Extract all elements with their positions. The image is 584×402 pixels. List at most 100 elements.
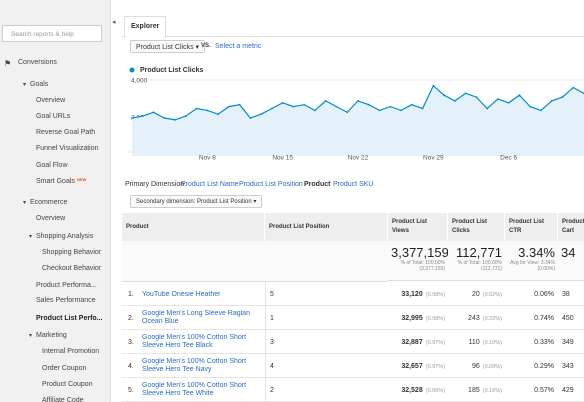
position: 5: [270, 291, 274, 298]
nav-item[interactable]: Product List Perfo...: [36, 315, 103, 322]
point: [174, 119, 176, 121]
metric-dropdown[interactable]: Product List Clicks ▾: [130, 40, 206, 53]
clicks-pct: (0.02%): [482, 292, 502, 298]
point: [443, 94, 445, 97]
tab[interactable]: Explorer: [124, 16, 167, 38]
total-value: 3,377,159: [391, 245, 448, 260]
nav-item[interactable]: Sales Performance: [36, 297, 96, 304]
nav-item[interactable]: Goals: [30, 81, 49, 88]
total-cell: 34: [558, 241, 584, 281]
nav-item[interactable]: Conversions: [18, 59, 57, 66]
col-line: [265, 354, 266, 378]
clicks-pct: (0.09%): [482, 364, 502, 370]
product-link[interactable]: YouTube Onesie Heather: [142, 291, 221, 298]
total-value: 3.34%: [518, 245, 555, 260]
point: [550, 100, 553, 102]
point: [389, 105, 392, 108]
nav-item[interactable]: Marketing: [36, 332, 67, 339]
ctr: 0.74%: [534, 315, 554, 322]
product-link[interactable]: Google Men's 100% Cotton Short Sleeve He…: [142, 334, 247, 349]
nav-item[interactable]: Order Coupon: [42, 365, 87, 372]
collapse-arrow[interactable]: ◂: [112, 19, 116, 26]
nav-item[interactable]: Product Performa...: [36, 282, 97, 289]
column-header[interactable]: Product List Clicks: [448, 213, 505, 241]
total-value: 112,771: [455, 245, 502, 260]
clicks-value: 110: [468, 339, 480, 346]
cart: 343: [562, 363, 574, 370]
nav-item[interactable]: Goal Flow: [36, 162, 68, 169]
dimension-option[interactable]: Product List Name: [181, 181, 239, 188]
column-header[interactable]: Product List Position: [265, 213, 388, 241]
nav-item[interactable]: Goal URLs: [36, 113, 71, 120]
dimension-option[interactable]: Product: [304, 181, 331, 188]
nav-item[interactable]: Ecommerce: [30, 199, 68, 206]
vs-label: VS.: [201, 43, 211, 49]
total-value: 34: [561, 245, 576, 260]
nav-item[interactable]: Affiliate Code: [42, 397, 84, 402]
ctr: 0.29%: [534, 363, 554, 370]
cart: 429: [562, 387, 574, 394]
views-value: 33,120: [401, 291, 423, 298]
column-header[interactable]: Product: [122, 213, 265, 241]
nav-item[interactable]: Checkout Behavior: [42, 265, 102, 272]
point: [357, 100, 359, 102]
point: [314, 109, 316, 112]
clicks-pct: (0.16%): [482, 388, 502, 394]
point: [249, 117, 252, 119]
product-link[interactable]: Google Men's 100% Cotton Short Sleeve He…: [142, 358, 247, 373]
point: [195, 107, 198, 110]
nav-item[interactable]: Product Coupon: [42, 381, 93, 388]
point: [271, 107, 273, 110]
nav-item[interactable]: Shopping Behavior: [42, 249, 102, 256]
column-header[interactable]: Product Cart: [558, 213, 584, 241]
position: 1: [270, 315, 274, 322]
nav-item[interactable]: Overview: [36, 97, 66, 104]
views: 33,120 (0.98%): [388, 291, 445, 298]
row-number: 5.: [128, 387, 134, 394]
x-tick-label: Dec 6: [500, 155, 517, 162]
ctr: 0.33%: [534, 339, 554, 346]
point: [227, 105, 230, 108]
column-header[interactable]: Product List Views: [388, 213, 448, 241]
total-note: % of Total: 100.00% (3,377,159): [400, 260, 445, 272]
nav-item[interactable]: Smart Goals: [36, 178, 75, 185]
select-metric[interactable]: Select a metric: [215, 43, 262, 50]
point: [303, 103, 306, 106]
point: [464, 92, 467, 95]
dimension-option[interactable]: Product List Position: [239, 181, 303, 188]
clicks-pct: (0.10%): [482, 340, 502, 346]
views-value: 32,657: [401, 363, 423, 370]
nav-item[interactable]: Overview: [36, 215, 66, 222]
clicks: 110 (0.10%): [448, 339, 502, 346]
col-line: [265, 306, 266, 330]
cart: 349: [562, 339, 574, 346]
new-badge: NEW: [77, 177, 87, 182]
total-blank: [122, 241, 388, 282]
views-value: 32,995: [401, 315, 423, 322]
nav-item[interactable]: Internal Promotion: [42, 348, 100, 355]
search-box[interactable]: Search reports & help: [2, 25, 102, 42]
views: 32,995 (0.98%): [388, 315, 445, 322]
x-tick-label: Nov 22: [348, 155, 369, 162]
area: [132, 85, 584, 156]
point: [292, 105, 295, 108]
row-number: 4.: [128, 363, 134, 370]
nav-item[interactable]: Reverse Goal Path: [36, 129, 96, 136]
position: 4: [270, 363, 274, 370]
product-link[interactable]: Google Men's 100% Cotton Short Sleeve He…: [142, 382, 247, 397]
column-header[interactable]: Product List CTR: [505, 213, 558, 241]
nav-item[interactable]: Shopping Analysis: [36, 233, 94, 240]
point: [281, 101, 284, 104]
secondary-dimension[interactable]: Secondary dimension: Product List Positi…: [130, 195, 263, 208]
dimension-option[interactable]: Product SKU: [333, 181, 374, 188]
row-number: 1.: [128, 291, 134, 298]
views-pct: (0.98%): [425, 316, 445, 322]
product-link[interactable]: Google Men's Long Sleeve Raglan Ocean Bl…: [142, 310, 250, 325]
total-cell: 112,771% of Total: 100.00% (112,771): [448, 241, 505, 281]
point: [432, 84, 435, 87]
ctr: 0.57%: [534, 387, 554, 394]
nav-item[interactable]: Funnel Visualization: [36, 145, 99, 152]
